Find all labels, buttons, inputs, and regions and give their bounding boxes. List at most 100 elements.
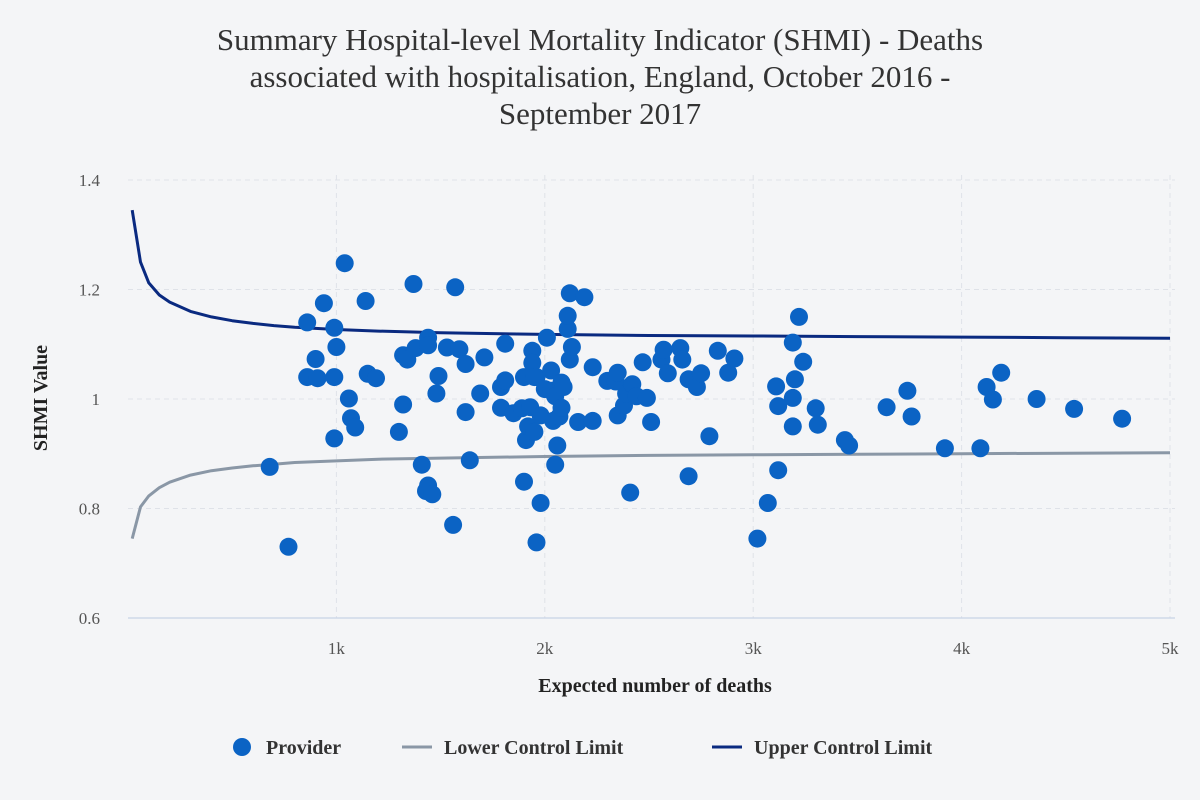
provider-point[interactable]	[558, 319, 577, 338]
provider-point[interactable]	[992, 363, 1011, 382]
provider-point[interactable]	[471, 384, 490, 403]
provider-point[interactable]	[692, 364, 711, 383]
provider-point[interactable]	[877, 398, 896, 417]
provider-point[interactable]	[523, 353, 542, 372]
provider-point[interactable]	[1113, 409, 1132, 428]
provider-point[interactable]	[687, 378, 706, 396]
provider-point[interactable]	[654, 340, 673, 359]
provider-point[interactable]	[719, 363, 738, 382]
chart-title: Summary Hospital-level Mortality Indicat…	[217, 22, 983, 131]
provider-point[interactable]	[339, 389, 358, 408]
provider-point[interactable]	[769, 397, 788, 416]
provider-point[interactable]	[335, 254, 354, 273]
provider-point[interactable]	[327, 338, 346, 356]
provider-point[interactable]	[840, 436, 859, 455]
provider-point[interactable]	[496, 334, 515, 353]
provider-point[interactable]	[569, 413, 588, 431]
provider-point[interactable]	[306, 350, 325, 368]
provider-point[interactable]	[496, 371, 515, 390]
provider-point[interactable]	[475, 348, 494, 367]
provider-point[interactable]	[935, 439, 954, 458]
provider-point[interactable]	[298, 313, 317, 332]
legend-item-lower-control-limit[interactable]: Lower Control Limit	[402, 737, 624, 759]
provider-point[interactable]	[427, 384, 446, 403]
provider-point[interactable]	[260, 457, 279, 476]
provider-point[interactable]	[783, 417, 802, 436]
provider-point[interactable]	[552, 398, 571, 417]
provider-points	[260, 254, 1132, 556]
provider-point[interactable]	[446, 278, 465, 297]
provider-point[interactable]	[898, 381, 917, 400]
provider-point[interactable]	[537, 328, 556, 347]
provider-point[interactable]	[279, 537, 298, 556]
provider-point[interactable]	[621, 483, 640, 502]
provider-point[interactable]	[314, 294, 333, 313]
provider-point[interactable]	[325, 429, 344, 448]
provider-point[interactable]	[419, 336, 438, 355]
provider-point[interactable]	[658, 364, 677, 383]
provider-point[interactable]	[456, 403, 475, 422]
provider-point[interactable]	[785, 370, 804, 389]
legend-item-upper-control-limit[interactable]: Upper Control Limit	[712, 737, 932, 759]
provider-point[interactable]	[806, 399, 825, 418]
provider-point[interactable]	[767, 377, 786, 396]
lower-control-limit-line	[130, 451, 1171, 539]
legend-item-provider[interactable]: Provider	[233, 737, 341, 759]
provider-point[interactable]	[608, 363, 627, 382]
provider-point[interactable]	[971, 439, 990, 458]
provider-point[interactable]	[429, 367, 448, 385]
provider-point[interactable]	[356, 292, 375, 310]
provider-point[interactable]	[794, 352, 813, 371]
provider-point[interactable]	[450, 340, 469, 359]
provider-point[interactable]	[412, 455, 431, 474]
provider-point[interactable]	[389, 422, 408, 441]
provider-point[interactable]	[560, 284, 579, 303]
provider-point[interactable]	[758, 494, 777, 512]
provider-point[interactable]	[700, 427, 719, 446]
provider-point[interactable]	[525, 422, 544, 441]
provider-point[interactable]	[808, 415, 827, 434]
y-tick-label: 1.4	[79, 171, 101, 190]
provider-point[interactable]	[325, 318, 344, 337]
provider-point[interactable]	[404, 275, 423, 293]
provider-point[interactable]	[308, 369, 327, 388]
provider-point[interactable]	[783, 388, 802, 407]
provider-point[interactable]	[394, 395, 413, 414]
provider-point[interactable]	[790, 307, 808, 326]
provider-point[interactable]	[542, 361, 561, 380]
provider-point[interactable]	[456, 355, 475, 373]
provider-point[interactable]	[525, 368, 544, 387]
provider-point[interactable]	[583, 358, 602, 377]
provider-point[interactable]	[642, 413, 661, 431]
provider-point[interactable]	[673, 350, 692, 369]
provider-point[interactable]	[460, 451, 479, 470]
provider-point[interactable]	[531, 494, 550, 512]
provider-point[interactable]	[367, 369, 385, 388]
provider-point[interactable]	[527, 533, 546, 552]
provider-point[interactable]	[708, 341, 727, 360]
provider-point[interactable]	[515, 472, 533, 491]
provider-point[interactable]	[725, 349, 744, 368]
provider-point[interactable]	[748, 529, 767, 548]
provider-point[interactable]	[548, 436, 567, 455]
provider-point[interactable]	[983, 390, 1002, 409]
provider-point[interactable]	[546, 455, 565, 474]
provider-point[interactable]	[562, 338, 581, 356]
provider-point[interactable]	[558, 306, 577, 325]
provider-point[interactable]	[583, 411, 602, 430]
provider-point[interactable]	[783, 333, 802, 352]
provider-point[interactable]	[444, 515, 463, 534]
provider-point[interactable]	[325, 368, 344, 387]
provider-point[interactable]	[902, 407, 921, 426]
provider-point[interactable]	[637, 388, 656, 407]
provider-point[interactable]	[1027, 390, 1046, 408]
provider-point[interactable]	[1065, 399, 1084, 418]
control-limit-lines	[130, 209, 1171, 539]
provider-point[interactable]	[423, 485, 442, 504]
provider-point[interactable]	[633, 353, 652, 372]
provider-point[interactable]	[679, 467, 698, 486]
provider-point[interactable]	[346, 418, 365, 437]
provider-point[interactable]	[769, 461, 788, 480]
provider-point[interactable]	[575, 288, 594, 307]
provider-point[interactable]	[554, 378, 573, 396]
